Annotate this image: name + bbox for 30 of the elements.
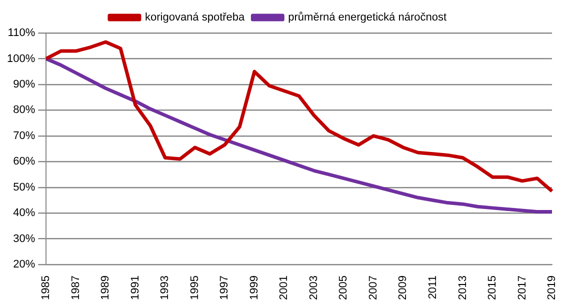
x-tick-label: 2019 — [546, 276, 558, 300]
y-tick-label: 40% — [13, 207, 36, 220]
x-tick-label: 2009 — [397, 276, 410, 300]
x-tick-label: 1985 — [40, 276, 52, 300]
y-tick-label: 20% — [13, 258, 36, 271]
y-tick-label: 70% — [13, 130, 36, 142]
y-tick-label: 100% — [6, 52, 36, 65]
x-tick-label: 2017 — [516, 276, 528, 300]
x-tick-label: 2011 — [427, 276, 440, 300]
legend-label: korigovaná spotřeba — [144, 12, 246, 24]
x-tick-label: 1991 — [129, 276, 142, 300]
x-tick-label: 2015 — [486, 276, 499, 300]
y-tick-label: 50% — [13, 181, 36, 194]
x-tick-label: 1995 — [188, 276, 201, 300]
x-tick-label: 2007 — [367, 276, 380, 300]
x-tick-label: 1999 — [248, 276, 260, 300]
x-tick-label: 2001 — [278, 276, 290, 300]
x-tick-label: 1993 — [159, 276, 172, 300]
x-tick-label: 1997 — [218, 276, 231, 300]
x-tick-label: 2005 — [338, 276, 350, 300]
y-tick-label: 60% — [13, 156, 36, 168]
x-tick-label: 1987 — [70, 276, 82, 300]
y-tick-label: 110% — [8, 27, 36, 40]
x-tick-label: 1989 — [100, 276, 112, 300]
x-tick-label: 2013 — [456, 276, 469, 300]
y-tick-label: 30% — [13, 232, 36, 245]
y-tick-label: 90% — [13, 78, 36, 90]
legend-label: průměrná energetická náročnost — [288, 12, 447, 24]
x-tick-label: 2003 — [308, 276, 320, 300]
y-tick-label: 80% — [13, 104, 36, 116]
